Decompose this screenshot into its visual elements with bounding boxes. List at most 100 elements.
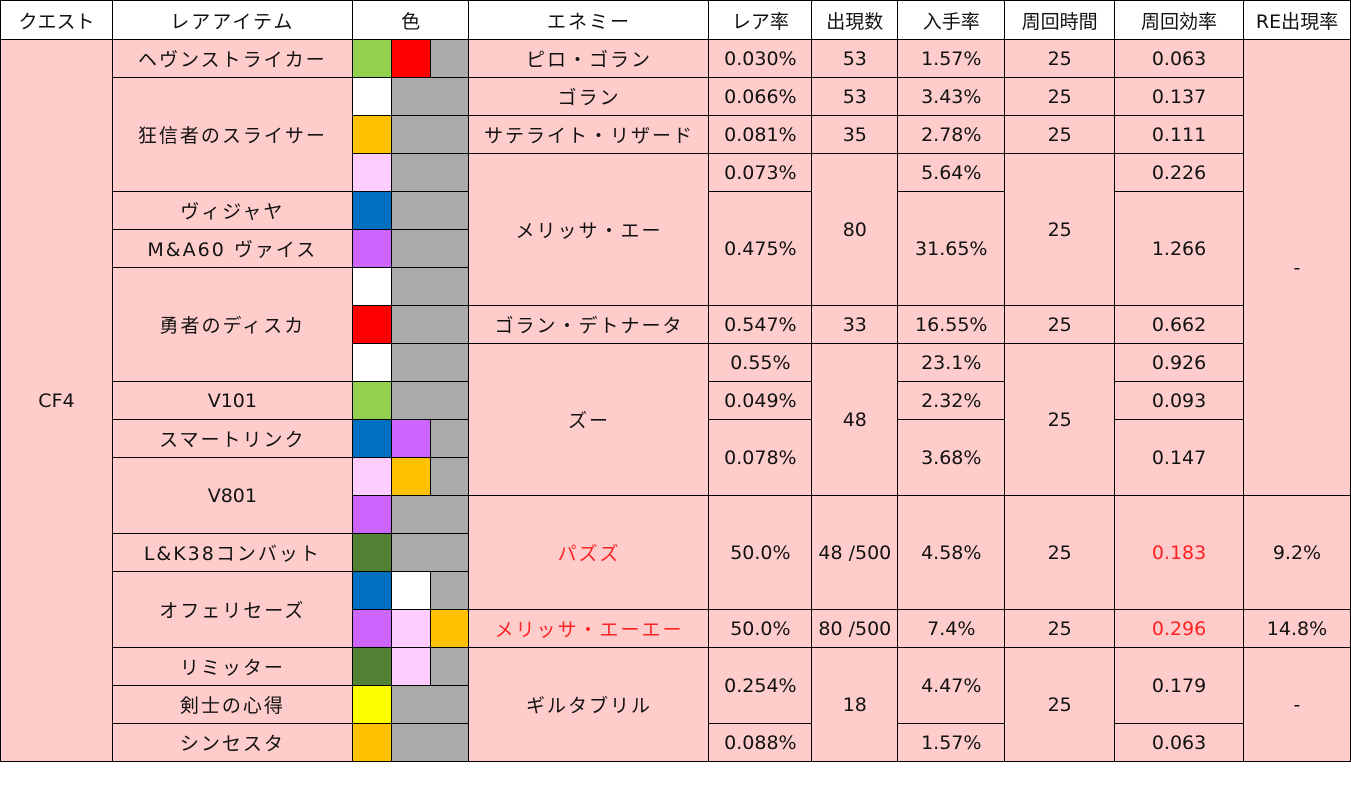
get-rate-cell: 16.55% [897, 305, 1006, 344]
run-time-cell: 25 [1004, 647, 1116, 762]
efficiency-cell: 0.662 [1114, 305, 1244, 344]
spawn-count-cell: 80 /500 [811, 609, 899, 648]
efficiency-cell: 0.926 [1114, 343, 1244, 382]
color-swatch [351, 457, 392, 496]
get-rate-cell: 2.32% [897, 381, 1006, 420]
get-rate-cell: 4.47% [897, 647, 1006, 724]
item-cell: 狂信者のスライサー [111, 77, 353, 192]
run-time-cell: 25 [1004, 305, 1116, 344]
rare-rate-cell: 0.55% [708, 343, 813, 382]
item-cell: V101 [111, 381, 353, 420]
spawn-count-cell: 48 /500 [811, 495, 899, 610]
efficiency-cell: 1.266 [1114, 191, 1244, 306]
color-swatch [351, 609, 392, 648]
efficiency-cell: 0.093 [1114, 381, 1244, 420]
drop-rate-table: クエスト レアアイテム 色 エネミー レア率 出現数 入手率 周回時間 周回効率… [0, 0, 1351, 762]
efficiency-cell: 0.226 [1114, 153, 1244, 192]
header-enemy: エネミー [468, 0, 710, 40]
color-swatch [390, 609, 431, 648]
color-swatch [390, 685, 470, 724]
rare-rate-cell: 0.066% [708, 77, 813, 116]
header-color: 色 [351, 0, 470, 40]
color-swatch [351, 267, 392, 306]
item-cell: リミッター [111, 647, 353, 686]
rare-rate-cell: 0.030% [708, 39, 813, 78]
color-swatch [351, 533, 392, 572]
get-rate-cell: 5.64% [897, 153, 1006, 192]
item-cell: オフェリセーズ [111, 571, 353, 648]
color-swatch [351, 77, 392, 116]
re-rate-cell: 9.2% [1242, 495, 1351, 610]
color-swatch [390, 419, 431, 458]
color-swatch [351, 381, 392, 420]
rare-rate-cell: 0.088% [708, 723, 813, 762]
enemy-cell: ゴラン・デトナータ [468, 305, 710, 344]
header-get-rate: 入手率 [897, 0, 1006, 40]
run-time-cell: 25 [1004, 495, 1116, 610]
rare-rate-cell: 0.547% [708, 305, 813, 344]
get-rate-cell: 3.68% [897, 419, 1006, 496]
spawn-count-cell: 18 [811, 647, 899, 762]
color-swatch [351, 153, 392, 192]
color-swatch [351, 495, 392, 534]
color-swatch [429, 457, 470, 496]
run-time-cell: 25 [1004, 153, 1116, 306]
rare-rate-cell: 50.0% [708, 609, 813, 648]
item-cell: スマートリンク [111, 419, 353, 458]
enemy-cell: メリッサ・エー [468, 153, 710, 306]
enemy-cell: ズー [468, 343, 710, 496]
color-swatch [429, 647, 470, 686]
item-cell: 勇者のディスカ [111, 267, 353, 382]
color-swatch [390, 39, 431, 78]
color-swatch [390, 305, 470, 344]
run-time-cell: 25 [1004, 343, 1116, 496]
rare-rate-cell: 0.475% [708, 191, 813, 306]
color-swatch [351, 343, 392, 382]
color-swatch [429, 571, 470, 610]
efficiency-cell: 0.063 [1114, 39, 1244, 78]
efficiency-cell: 0.063 [1114, 723, 1244, 762]
run-time-cell: 25 [1004, 77, 1116, 116]
color-swatch [351, 115, 392, 154]
header-rare-rate: レア率 [708, 0, 813, 40]
color-swatch [390, 457, 431, 496]
re-rate-cell: - [1242, 39, 1351, 496]
run-time-cell: 25 [1004, 115, 1116, 154]
efficiency-cell: 0.137 [1114, 77, 1244, 116]
header-quest: クエスト [0, 0, 113, 40]
get-rate-cell: 1.57% [897, 723, 1006, 762]
color-swatch [390, 723, 470, 762]
efficiency-cell: 0.183 [1114, 495, 1244, 610]
get-rate-cell: 23.1% [897, 343, 1006, 382]
color-swatch [390, 191, 470, 230]
color-swatch [351, 191, 392, 230]
color-swatch [390, 533, 470, 572]
color-swatch [351, 685, 392, 724]
header-re-rate: RE出現率 [1242, 0, 1351, 40]
color-swatch [351, 571, 392, 610]
color-swatch [351, 419, 392, 458]
spawn-count-cell: 53 [811, 77, 899, 116]
color-swatch [390, 77, 470, 116]
get-rate-cell: 1.57% [897, 39, 1006, 78]
item-cell: L&K38コンバット [111, 533, 353, 572]
get-rate-cell: 4.58% [897, 495, 1006, 610]
color-swatch [429, 609, 470, 648]
color-swatch [351, 723, 392, 762]
efficiency-cell: 0.147 [1114, 419, 1244, 496]
run-time-cell: 25 [1004, 609, 1116, 648]
color-swatch [351, 305, 392, 344]
get-rate-cell: 3.43% [897, 77, 1006, 116]
get-rate-cell: 31.65% [897, 191, 1006, 306]
re-rate-cell: 14.8% [1242, 609, 1351, 648]
spawn-count-cell: 53 [811, 39, 899, 78]
color-swatch [390, 495, 470, 534]
run-time-cell: 25 [1004, 39, 1116, 78]
color-swatch [390, 267, 470, 306]
item-cell: ヴィジャヤ [111, 191, 353, 230]
spawn-count-cell: 80 [811, 153, 899, 306]
re-rate-cell: - [1242, 647, 1351, 762]
header-spawn-count: 出現数 [811, 0, 899, 40]
item-cell: シンセスタ [111, 723, 353, 762]
rare-rate-cell: 0.081% [708, 115, 813, 154]
